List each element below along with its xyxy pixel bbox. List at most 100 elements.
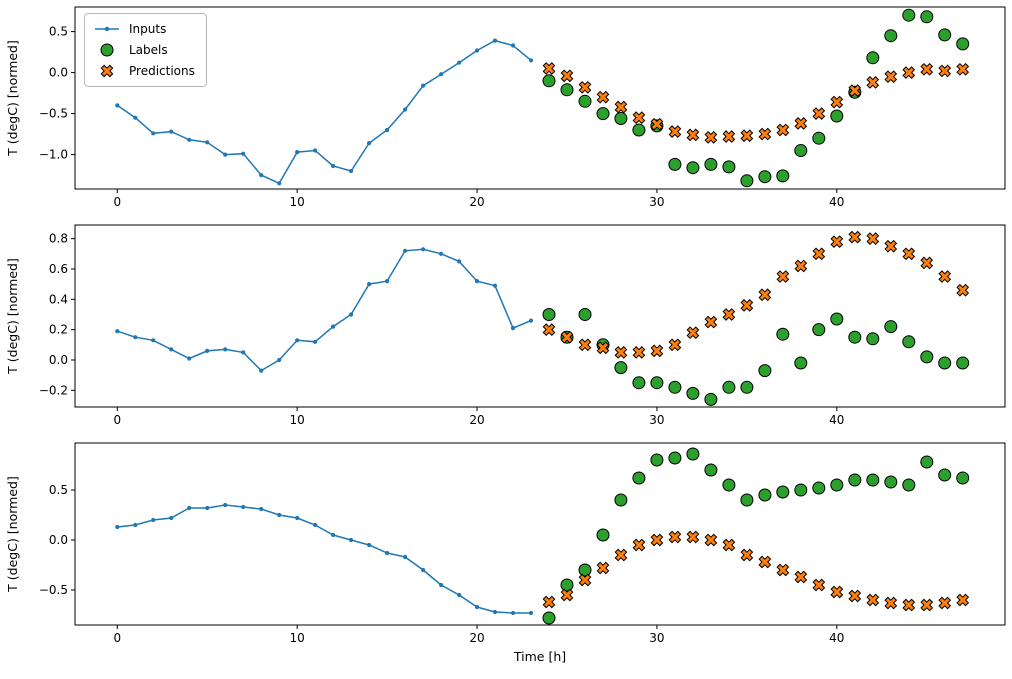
predictions-point <box>956 593 970 607</box>
predictions-point <box>848 589 862 603</box>
predictions-point <box>794 117 808 130</box>
predictions-point <box>686 128 700 142</box>
inputs-point <box>367 282 372 287</box>
labels-point <box>794 144 808 157</box>
labels-point <box>956 471 970 485</box>
inputs-point <box>133 335 138 340</box>
inputs-point <box>457 259 462 264</box>
inputs-point <box>510 43 516 48</box>
predictions-point <box>920 598 934 612</box>
labels-point <box>668 157 682 171</box>
labels-point <box>614 112 628 125</box>
inputs-point <box>474 279 480 284</box>
predictions-point <box>704 130 718 144</box>
labels-point <box>740 380 754 394</box>
predictions-point <box>722 308 736 321</box>
inputs-point <box>421 247 426 252</box>
x-tick-label: 10 <box>290 413 305 427</box>
labels-point <box>920 350 934 364</box>
predictions-point <box>758 555 772 569</box>
legend-label-predictions: Predictions <box>129 64 195 78</box>
labels-point <box>650 376 664 390</box>
y-tick-label: 0.8 <box>49 232 68 246</box>
axes-frame <box>74 6 1006 190</box>
inputs-point <box>367 542 372 548</box>
legend-item-labels: Labels <box>94 43 195 57</box>
predictions-point <box>650 533 664 547</box>
y-tick-label: 0.5 <box>49 483 68 497</box>
predictions-point <box>758 127 772 141</box>
labels-point <box>686 386 700 400</box>
predictions-point <box>902 66 916 79</box>
predictions-point <box>632 111 646 125</box>
labels-point <box>650 453 664 467</box>
predictions-point <box>776 563 790 577</box>
predictions-point <box>614 100 628 114</box>
inputs-point <box>439 251 444 256</box>
inputs-point <box>331 163 336 169</box>
y-axis-label-middle: T (degC) [normed] <box>5 258 20 375</box>
labels-point <box>758 170 772 184</box>
labels-point <box>902 335 916 349</box>
predictions-point <box>542 62 556 75</box>
inputs-line <box>117 504 531 614</box>
inputs-point <box>241 151 246 156</box>
inputs-point <box>259 506 264 512</box>
inputs-point <box>349 312 354 317</box>
labels-point <box>776 169 790 183</box>
labels-point <box>596 528 610 542</box>
labels-point <box>704 463 718 477</box>
inputs-point <box>241 504 246 510</box>
inputs-point <box>510 326 516 331</box>
labels-point <box>614 361 628 375</box>
predictions-point <box>650 117 664 131</box>
inputs-point <box>259 368 264 373</box>
inputs-line <box>117 248 532 372</box>
inputs-point <box>385 279 390 284</box>
x-tick-label: 30 <box>649 631 664 645</box>
labels-point <box>722 380 736 394</box>
labels-point <box>902 8 916 22</box>
y-tick-label: −1.0 <box>39 148 68 162</box>
predictions-point <box>668 338 682 352</box>
predictions-point <box>884 70 898 84</box>
labels-point <box>866 473 880 487</box>
labels-point <box>578 563 592 577</box>
inputs-point <box>169 129 174 134</box>
legend: Inputs Labels Predictions <box>84 13 207 87</box>
labels-point <box>686 161 700 175</box>
labels-point <box>614 493 628 507</box>
inputs-point <box>187 137 192 142</box>
predictions-point <box>632 538 646 552</box>
labels-point <box>830 478 844 492</box>
predictions-point <box>758 288 772 302</box>
labels-point <box>830 312 844 326</box>
inputs-point <box>223 347 228 352</box>
inputs-point <box>439 582 444 588</box>
labels-point <box>956 37 970 51</box>
inputs-point <box>349 537 354 543</box>
inputs-point <box>151 517 156 523</box>
predictions-point <box>578 338 592 352</box>
labels-point <box>578 94 592 108</box>
labels-point <box>542 308 556 321</box>
y-tick-label: 0.5 <box>49 25 68 39</box>
y-tick-label: −0.5 <box>39 583 68 597</box>
subplots-group: 0.5 0.0 −0.5 −1.0 0 10 20 30 40 0.8 0.6 0.4 0.2 0.0 −0… <box>39 6 1006 645</box>
x-axis-label: Time [h] <box>513 649 566 664</box>
x-tick-label: 10 <box>290 195 305 209</box>
predictions-point <box>776 123 790 137</box>
inputs-point <box>403 107 408 112</box>
labels-point <box>704 157 718 171</box>
inputs-point <box>528 610 534 616</box>
labels-point <box>632 471 646 485</box>
predictions-point <box>740 299 754 312</box>
inputs-point <box>385 127 390 133</box>
labels-point <box>542 611 556 625</box>
predictions-point <box>938 596 952 610</box>
predictions-point <box>812 107 826 120</box>
predictions-point <box>596 341 610 355</box>
labels-point <box>884 475 898 489</box>
inputs-point <box>528 58 534 63</box>
